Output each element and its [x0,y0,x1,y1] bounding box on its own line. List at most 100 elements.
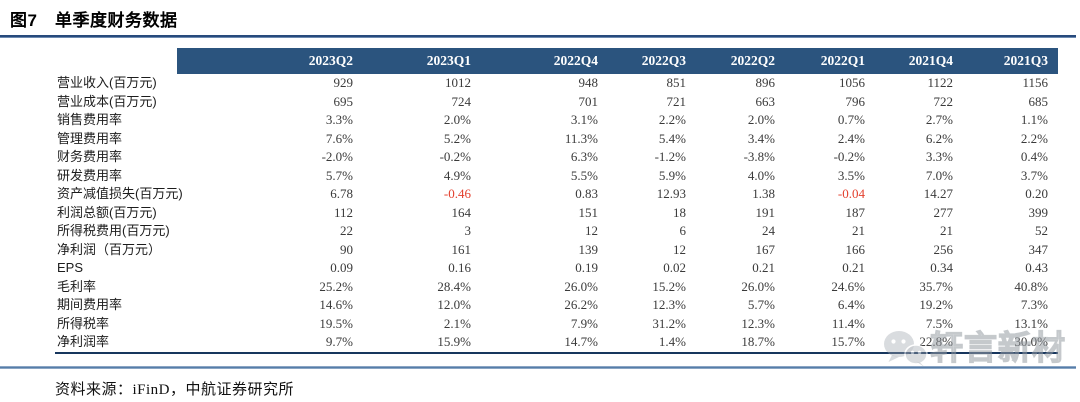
table-cell: 6.2% [925,130,953,146]
row-label: 期间费用率 [57,297,123,312]
table-cell: 14.6% [319,297,353,312]
table-cell: 256 [933,241,954,257]
table-cell: 11.4% [831,315,865,331]
table-cell: 1056 [839,75,865,90]
table-cell: 40.8% [1014,278,1048,294]
table-cell: 161 [451,241,472,257]
table-row: 营业成本(百万元) 695 724 701 721 663 796 722 685 [55,93,1058,112]
table-cell: 1.38 [752,186,775,201]
table-cell: 166 [845,241,866,257]
table-row: EPS 0.09 0.16 0.19 0.02 0.21 0.21 0.34 0.43 [55,259,1058,278]
table-cell: 0.09 [330,260,353,275]
table-cell: 0.21 [842,260,865,275]
table-cell: 26.2% [564,297,598,312]
table-cell: -2.0% [321,149,353,164]
table-cell: 3.3% [325,112,353,127]
table-cell: 12 [673,241,686,257]
row-label: 毛利率 [57,278,97,294]
source-note: 资料来源：iFinD，中航证券研究所 [55,382,295,398]
corner-cell [55,48,177,74]
table-cell: 0.16 [448,260,471,275]
column-header: 2022Q3 [608,48,696,74]
table-cell: 24 [762,223,775,238]
table-cell: 35.7% [919,278,953,294]
table-cell: 15.7% [831,334,865,349]
table-cell: 22 [340,223,353,238]
table-cell: 7.5% [925,315,953,331]
table-cell: 21 [852,223,865,238]
row-label: 销售费用率 [57,112,123,127]
table-cell: 3.3% [925,149,953,164]
table-cell: 21 [940,223,953,238]
footer-divider-rule [0,366,1076,369]
table-cell: 0.43 [1025,260,1048,275]
table-cell: 12.93 [656,186,686,201]
table-cell: 0.4% [1020,149,1048,164]
table-cell: 851 [666,75,687,90]
row-label: 研发费用率 [57,167,123,183]
table-cell: 139 [578,241,599,257]
table-cell: 685 [1028,93,1049,109]
table-cell: 26.0% [564,278,598,294]
table-cell: 5.4% [658,130,686,146]
row-label: 所得税费用(百万元) [57,223,170,238]
table-cell: 26.0% [741,278,775,294]
table-row: 毛利率 25.2% 28.4% 26.0% 15.2% 26.0% 24.6% 35.7% 40… [55,278,1058,297]
table-cell: 7.3% [1020,297,1048,312]
table-cell: 3 [464,223,472,238]
table-cell: 14.7% [564,334,598,349]
column-header: 2021Q3 [963,48,1058,74]
table-cell: 187 [845,204,866,220]
table-cell: 28.4% [437,278,471,294]
figure-title: 图7 单季度财务数据 [10,11,178,30]
table-cell: 15.2% [652,278,686,294]
table-cell: 25.2% [319,278,353,294]
table-cell: 2.2% [1020,130,1048,146]
table-cell: 12.0% [437,297,471,312]
table-row: 期间费用率 14.6% 12.0% 26.2% 12.3% 5.7% 6.4% 19.2% 7.… [55,296,1058,315]
table-cell: 2.0% [747,112,775,127]
row-label: 所得税率 [57,315,110,331]
table-cell: 1156 [1022,75,1048,90]
table-cell: 5.5% [570,167,598,183]
table-cell: 277 [933,204,954,220]
table-cell: 4.0% [747,167,775,183]
table-cell: 2.0% [443,112,471,127]
table-cell: -1.2% [654,149,686,164]
table-cell: 5.7% [747,297,775,312]
table-cell: 5.7% [325,167,353,183]
row-label: 营业成本(百万元) [57,93,157,109]
table-cell: 0.34 [930,260,953,275]
table-cell: 0.7% [837,112,865,127]
table-cell: 12.3% [652,297,686,312]
table-cell: 14.27 [923,186,953,201]
table-cell: 896 [755,75,776,90]
column-header: 2023Q2 [177,48,363,74]
table-cell: 3.4% [747,130,775,146]
table-cell: 19.2% [919,297,953,312]
table-cell: 7.0% [925,167,953,183]
table-row: 财务费用率 -2.0% -0.2% 6.3% -1.2% -3.8% -0.2% 3.3% 0.… [55,148,1058,167]
table-cell: 724 [451,93,472,109]
table-cell: 151 [578,204,599,220]
table-cell: 1012 [445,75,471,90]
table-cell: 22.8% [919,334,953,349]
table-cell: 13.1% [1014,315,1048,331]
table-cell: 663 [755,93,776,109]
table-cell: 30.0% [1014,334,1048,349]
table-cell: 701 [578,93,599,109]
table-row: 净利润（百万元） 90 161 139 12 167 166 256 347 [55,241,1058,260]
table-cell: -0.04 [837,186,865,201]
row-label: 净利润（百万元） [57,241,162,257]
table-cell: 24.6% [831,278,865,294]
table-row: 资产减值损失(百万元) 6.78 -0.46 0.83 12.93 1.38 -0.04 14… [55,185,1058,204]
column-header: 2021Q4 [875,48,963,74]
table-cell: 3.7% [1020,167,1048,183]
table-cell: 5.9% [658,167,686,183]
table-cell: 12 [585,223,598,238]
column-header: 2022Q1 [785,48,875,74]
table-cell: 0.83 [575,186,598,201]
table-cell: 6.3% [570,149,598,164]
table-cell: 948 [578,75,599,90]
table-cell: 7.9% [570,315,598,331]
